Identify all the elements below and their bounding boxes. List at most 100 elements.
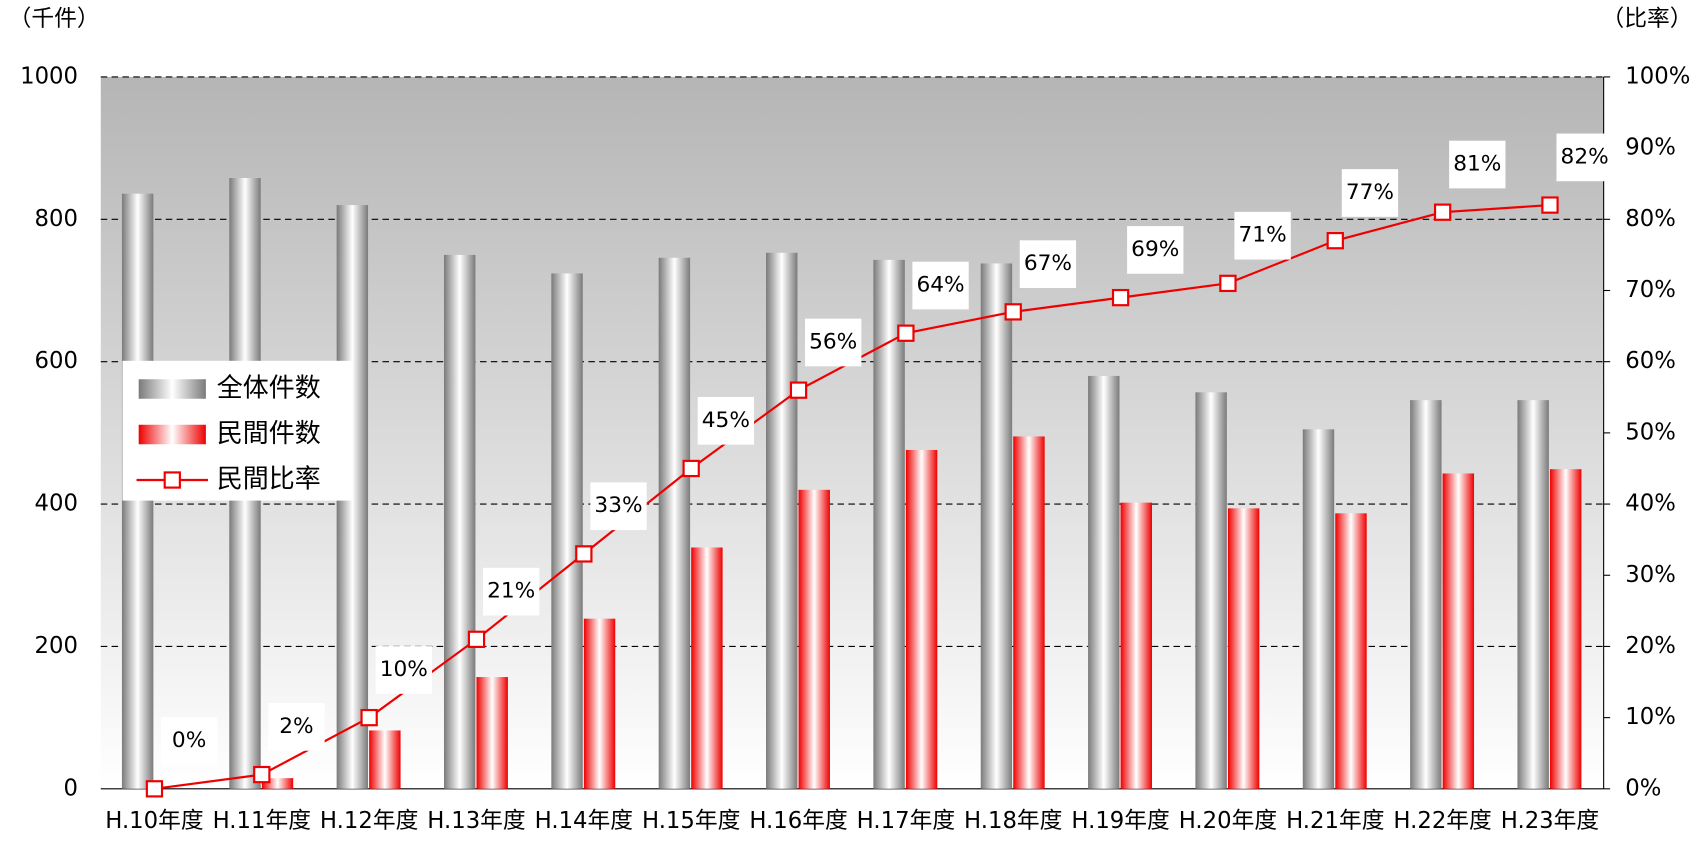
data-label-box: [1234, 211, 1291, 260]
y-tick-label: 800: [35, 206, 78, 232]
x-tick-label: H.12年度: [320, 808, 418, 834]
bar: [691, 547, 723, 789]
data-label: 45%: [702, 408, 750, 433]
bar: [476, 677, 508, 789]
data-label-box: [1341, 169, 1399, 217]
marker: [682, 459, 700, 478]
bar: [905, 449, 938, 789]
bar: [583, 618, 616, 789]
x-tick-label: H.19年度: [1071, 808, 1169, 834]
data-label: 21%: [487, 579, 535, 604]
marker: [1111, 288, 1130, 307]
data-label-box: [1556, 133, 1613, 182]
marker: [1219, 274, 1237, 293]
y2-tick-label: 30%: [1625, 562, 1676, 588]
marker: [575, 545, 593, 563]
x-tick-label: H.10年度: [105, 808, 203, 834]
bar: [798, 489, 830, 789]
bar: [980, 263, 1013, 789]
marker: [789, 381, 808, 399]
bar: [1227, 508, 1260, 789]
y-axis-label: （千件）: [9, 6, 100, 32]
y-tick-label: 0: [64, 775, 78, 801]
x-tick-label: H.17年度: [857, 808, 955, 834]
bar: [1517, 400, 1549, 789]
data-label: 71%: [1239, 223, 1287, 248]
data-label-box: [1127, 226, 1184, 274]
bar: [1410, 400, 1442, 789]
legend-label: 全体件数: [217, 373, 321, 403]
marker: [253, 765, 271, 784]
marker: [467, 630, 486, 648]
data-label: 56%: [809, 329, 857, 354]
data-label-box: [160, 717, 218, 765]
x-tick-label: H.16年度: [749, 808, 847, 834]
marker: [1004, 303, 1022, 321]
legend-swatch: [138, 424, 206, 445]
data-label-box: [482, 567, 540, 616]
x-tick-label: H.22年度: [1393, 808, 1491, 834]
y2-tick-label: 70%: [1625, 277, 1676, 303]
bar: [1335, 513, 1367, 789]
data-label-box: [590, 482, 647, 531]
data-label-box: [912, 261, 969, 310]
x-tick-label: H.11年度: [213, 808, 311, 834]
data-label: 82%: [1561, 144, 1609, 169]
data-label-box: [1019, 240, 1077, 289]
y-tick-label: 200: [35, 633, 78, 659]
y2-axis-label: （比率）: [1601, 6, 1692, 32]
bar: [1013, 436, 1045, 789]
marker: [360, 708, 378, 727]
bar: [1302, 429, 1335, 789]
x-tick-label: H.13年度: [427, 808, 525, 834]
y2-tick-label: 10%: [1625, 704, 1676, 730]
data-label: 81%: [1453, 152, 1501, 177]
data-label: 64%: [916, 273, 964, 298]
y-tick-label: 600: [35, 348, 78, 374]
y-tick-label: 400: [35, 491, 78, 517]
data-label-box: [697, 396, 755, 445]
legend-label: 民間件数: [217, 419, 321, 449]
data-label-box: [1449, 140, 1506, 189]
marker: [1326, 231, 1344, 250]
x-tick-label: H.21年度: [1286, 808, 1384, 834]
x-tick-label: H.23年度: [1501, 808, 1599, 834]
y2-tick-label: 100%: [1625, 63, 1690, 89]
data-label: 10%: [380, 657, 428, 682]
x-tick-label: H.15年度: [642, 808, 740, 834]
bar: [1120, 502, 1153, 789]
x-tick-label: H.14年度: [535, 808, 633, 834]
data-label-box: [805, 318, 862, 367]
bar: [658, 257, 691, 789]
marker: [1433, 203, 1452, 221]
bar: [261, 778, 294, 789]
data-label: 2%: [279, 714, 313, 739]
data-label-box: [375, 646, 432, 694]
marker: [145, 780, 164, 798]
legend-swatch: [138, 379, 206, 399]
bar: [369, 730, 401, 789]
data-label: 0%: [172, 728, 206, 753]
legend-label: 民間比率: [217, 465, 321, 495]
bar: [1195, 392, 1227, 789]
bar: [551, 273, 583, 789]
y2-tick-label: 80%: [1625, 206, 1676, 232]
y2-tick-label: 20%: [1625, 633, 1676, 659]
data-label: 69%: [1131, 237, 1179, 262]
y-tick-label: 1000: [20, 63, 78, 89]
legend-marker: [163, 471, 181, 489]
bar: [766, 252, 798, 789]
y2-tick-label: 40%: [1625, 491, 1676, 517]
data-label: 67%: [1024, 251, 1072, 276]
y2-tick-label: 90%: [1625, 135, 1676, 161]
y2-tick-label: 50%: [1625, 419, 1676, 445]
bar: [1442, 473, 1475, 789]
data-label: 33%: [594, 493, 642, 518]
bar: [443, 254, 476, 789]
x-tick-label: H.18年度: [964, 808, 1062, 834]
y2-tick-label: 60%: [1625, 348, 1676, 374]
marker: [1541, 196, 1559, 214]
marker: [897, 324, 915, 342]
